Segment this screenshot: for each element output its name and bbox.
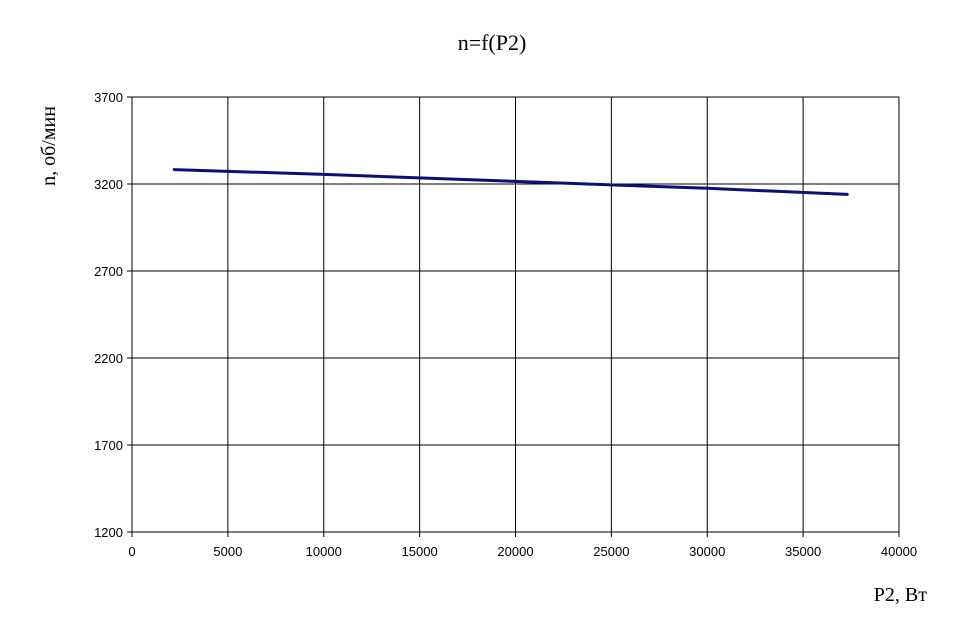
- y-tick-label: 1200: [94, 525, 123, 540]
- x-tick-label: 15000: [402, 544, 438, 559]
- y-tick-label: 2700: [94, 264, 123, 279]
- gridlines: [131, 96, 900, 533]
- chart-title: n=f(P2): [458, 30, 527, 55]
- x-tick-label: 0: [128, 544, 135, 559]
- x-tick-label: 10000: [306, 544, 342, 559]
- x-axis-label: P2, Вт: [874, 584, 927, 606]
- y-axis-ticks: 1200 1700 2200 2700 3200 3700: [94, 90, 132, 540]
- series-layer: [172, 168, 849, 196]
- x-tick-label: 25000: [593, 544, 629, 559]
- y-tick-label: 2200: [94, 351, 123, 366]
- y-axis-label: n, об/мин: [38, 106, 60, 186]
- series-line: [172, 168, 849, 196]
- x-tick-label: 5000: [213, 544, 242, 559]
- y-tick-label: 3700: [94, 90, 123, 105]
- x-tick-label: 30000: [689, 544, 725, 559]
- x-tick-label: 35000: [785, 544, 821, 559]
- y-tick-label: 1700: [94, 438, 123, 453]
- y-tick-label: 3200: [94, 177, 123, 192]
- x-tick-label: 20000: [497, 544, 533, 559]
- x-axis-ticks: 0 5000 10000 15000 20000 25000 30000 35000 40000: [128, 532, 917, 559]
- x-tick-label: 40000: [881, 544, 917, 559]
